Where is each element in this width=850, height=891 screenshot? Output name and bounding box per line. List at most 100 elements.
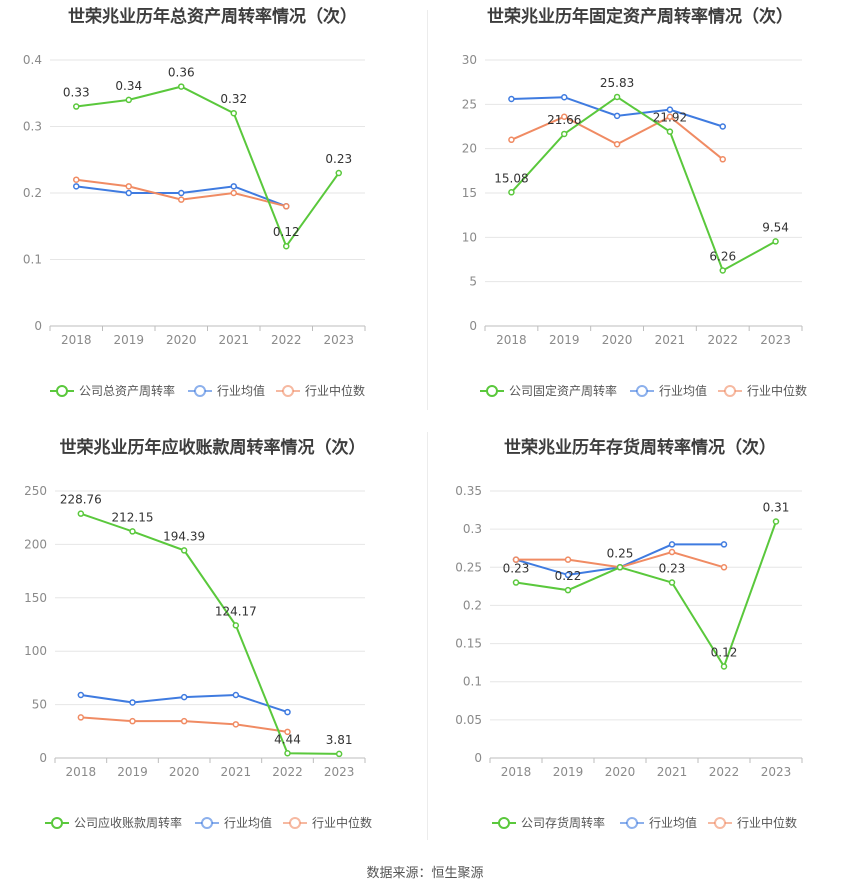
x-tick-label: 2018 [66,765,97,779]
company-data-point [512,579,520,586]
x-tick-label: 2018 [496,333,527,347]
average-data-point [77,691,85,699]
legend-marker-median [724,385,736,397]
median-data-point [180,717,188,725]
company-series-line [76,85,340,249]
company-data-point [720,663,728,670]
median-data-point [284,728,291,736]
average-data-point [125,189,132,197]
data-label: 0.23 [659,562,686,576]
chart-panel-fixed-asset-turnover: 世荣兆业历年固定资产周转率情况（次） 0 5 10 15 20 25 30 2018 2019 2… [430,0,850,415]
x-tick-label: 2019 [117,765,148,779]
y-tick-label: 0 [469,319,477,333]
company-data-point [561,130,568,138]
median-data-point [512,556,520,563]
chart-title: 世荣兆业历年固定资产周转率情况（次） [487,7,793,27]
legend-marker-average [194,385,206,397]
company-data-point [335,750,343,758]
company-data-point [666,128,674,135]
median-data-point [666,113,674,120]
company-data-point [129,528,136,535]
legend-label-average: 行业均值 [217,383,265,398]
data-label: 0.34 [115,79,142,93]
x-tick-label: 2020 [169,765,200,779]
data-label: 9.54 [762,220,789,234]
y-tick-label: 0.15 [455,637,482,651]
legend-label-median: 行业中位数 [737,815,797,830]
company-series-line [515,521,777,669]
x-tick-label: 2018 [61,333,92,347]
company-series-line [80,512,340,755]
average-data-point [180,693,188,701]
legend-label-median: 行业中位数 [312,815,372,830]
legend-marker-median [282,385,294,397]
average-data-point [666,106,674,113]
data-label: 0.36 [168,66,195,80]
data-label: 0.12 [711,645,738,659]
legend-marker-median [714,817,726,829]
legend-label-median: 行业中位数 [305,383,365,398]
company-data-point [180,547,188,554]
y-tick-label: 25 [462,97,477,111]
average-data-point [232,691,240,699]
y-tick-label: 0.3 [23,120,42,134]
y-tick-label: 200 [24,537,47,551]
company-data-point [125,96,132,104]
x-tick-label: 2022 [707,333,738,347]
data-label: 0.23 [503,562,530,576]
median-data-point [613,140,621,148]
chart-svg: 0 0.1 0.2 0.3 0.4 2018 2019 2020 2021 2022 2023 0.3… [23,53,366,398]
company-data-point [178,83,185,90]
chart-svg: 0 0.05 0.1 0.15 0.2 0.25 0.3 0.35 2018 2019 2020 20… [455,484,803,830]
x-tick-label: 2023 [323,333,354,347]
legend-label-median: 行业中位数 [747,383,807,398]
data-label: 0.31 [763,501,790,515]
data-label: 0.25 [607,546,634,560]
data-label: 212.15 [112,510,154,524]
y-tick-label: 0.2 [463,598,482,612]
data-label: 228.76 [60,493,102,507]
company-data-point [230,109,237,117]
company-data-point [616,564,624,571]
median-data-point [77,714,85,721]
legend-label-company: 公司存货周转率 [521,815,605,830]
legend-marker-average [626,817,638,829]
chart-svg: 0 50 100 150 200 250 2018 2019 2020 2021 2022 2023 2… [24,484,372,830]
data-label: 0.33 [63,86,90,100]
company-data-point [283,242,290,250]
y-tick-label: 0.25 [455,560,482,574]
vertical-divider-lower [427,432,428,840]
legend-label-average: 行业均值 [649,815,697,830]
data-label: 4.44 [274,732,301,746]
x-tick-label: 2020 [602,333,633,347]
chart-panel-receivables-turnover: 世荣兆业历年应收账款周转率情况（次） 0 50 100 150 200 250 2018 20… [0,431,425,851]
y-tick-label: 0 [34,319,42,333]
data-label: 15.08 [494,171,528,185]
x-tick-label: 2023 [761,765,792,779]
x-tick-label: 2022 [272,765,303,779]
legend-marker-average [636,385,648,397]
company-data-point [772,238,779,245]
median-data-point [129,717,136,725]
company-data-point [564,586,572,594]
median-data-point [178,196,185,203]
x-tick-label: 2020 [166,333,197,347]
median-data-point [508,136,515,144]
company-data-point [232,622,240,629]
legend-label-average: 行业均值 [224,815,272,830]
legend-label-company: 公司应收账款周转率 [74,815,182,830]
data-label: 194.39 [163,529,205,543]
y-tick-label: 20 [462,142,477,156]
y-tick-label: 0.05 [455,713,482,727]
x-tick-label: 2021 [218,333,249,347]
average-data-point [564,571,572,579]
legend-marker-company [486,385,498,397]
data-label: 0.32 [220,92,247,106]
y-tick-label: 0.1 [463,675,482,689]
company-data-point [719,267,726,274]
y-tick-label: 30 [462,53,477,67]
data-label: 21.66 [547,113,581,127]
x-tick-label: 2018 [501,765,532,779]
company-data-point [613,93,621,101]
y-tick-label: 100 [24,644,47,658]
